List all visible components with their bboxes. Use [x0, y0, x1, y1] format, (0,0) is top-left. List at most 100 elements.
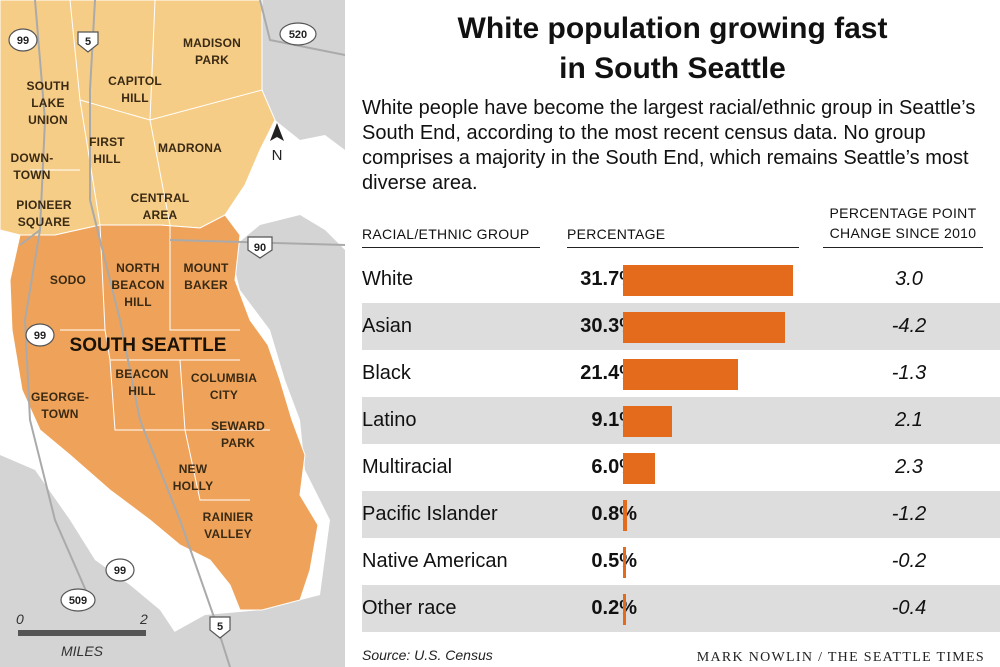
percentage-label: 0.5% — [591, 550, 637, 572]
neighborhood-capitol-hill-line: CAPITOL — [108, 74, 162, 88]
neighborhood-madison-park-line: PARK — [195, 53, 229, 67]
table-row: Multiracial 6.0% 2.3 — [362, 444, 1000, 491]
neighborhood-north-beacon-hill-line: BEACON — [111, 278, 164, 292]
percentage-label: 21.4% — [580, 362, 637, 384]
change-label: -1.3 — [891, 362, 927, 384]
neighborhood-mount-baker-line: MOUNT — [184, 261, 229, 275]
percentage-bar — [623, 547, 626, 578]
table-row: Other race 0.2% -0.4 — [362, 585, 1000, 632]
neighborhood-beacon-hill-line: HILL — [128, 384, 155, 398]
south-seattle-label: SOUTH SEATTLE — [70, 335, 227, 356]
neighborhood-madrona-line: MADRONA — [158, 141, 222, 155]
neighborhood-mount-baker-line: BAKER — [184, 278, 228, 292]
neighborhood-capitol-hill-line: HILL — [121, 91, 148, 105]
header-change-line-1: PERCENTAGE POINT — [829, 205, 977, 221]
neighborhood-central-area-line: CENTRAL — [131, 191, 190, 205]
percentage-bar — [623, 312, 786, 343]
scale-end-label: 2 — [139, 611, 148, 627]
percentage-label: 0.2% — [591, 597, 637, 619]
neighborhood-rainier-valley-line: VALLEY — [204, 527, 252, 541]
change-label: -4.2 — [891, 315, 927, 337]
percentage-bar — [623, 453, 656, 484]
neighborhood-pioneer-square: PIONEER SQUARE — [16, 198, 72, 229]
change-label: 2.1 — [895, 409, 923, 431]
table-row: White 31.7% 3.0 — [362, 256, 1000, 303]
scale-unit-label: MILES — [61, 643, 104, 659]
table-row: Native American 0.5% -0.2 — [362, 538, 1000, 585]
group-label: Latino — [362, 409, 417, 431]
neighborhood-columbia-city-line: CITY — [210, 388, 238, 402]
hwy-99-north-shield: 99 — [8, 28, 38, 52]
neighborhood-south-lake-union: SOUTH LAKE UNION — [27, 79, 70, 127]
percentage-bar — [623, 265, 793, 296]
neighborhood-beacon-hill-line: BEACON — [115, 367, 168, 381]
hwy-99-mid-label: 99 — [34, 330, 46, 342]
hwy-99-north-label: 99 — [17, 35, 29, 47]
hwy-99-south-label: 99 — [114, 565, 126, 577]
neighborhood-sodo: SODO — [50, 273, 86, 287]
neighborhood-madison-park: MADISON PARK — [183, 36, 241, 67]
neighborhood-mount-baker: MOUNT BAKER — [184, 261, 229, 292]
neighborhood-pioneer-square-line: PIONEER — [16, 198, 72, 212]
i90-label: 90 — [254, 242, 266, 254]
scale-start-label: 0 — [16, 611, 24, 627]
table-row: Latino 9.1% 2.1 — [362, 397, 1000, 444]
neighborhood-rainier-valley-line: RAINIER — [203, 510, 254, 524]
neighborhood-downtown-line: DOWN- — [11, 151, 54, 165]
neighborhood-columbia-city-line: COLUMBIA — [191, 371, 257, 385]
percentage-bar — [623, 359, 738, 390]
neighborhood-downtown: DOWN- TOWN — [11, 151, 54, 182]
header-rule-change — [823, 247, 983, 248]
source-note: Source: U.S. Census — [362, 647, 493, 663]
north-arrow-label: N — [272, 147, 283, 164]
table-row: Black 21.4% -1.3 — [362, 350, 1000, 397]
header-change-line-2: CHANGE SINCE 2010 — [829, 225, 977, 241]
sr509-label: 509 — [69, 595, 87, 607]
header-group: RACIAL/ETHNIC GROUP — [362, 226, 530, 242]
north-arrow-icon: N — [270, 123, 284, 164]
group-label: Multiracial — [362, 456, 453, 478]
group-label: Other race — [362, 597, 457, 619]
hwy-99-mid-shield: 99 — [25, 323, 55, 347]
hwy-99-south-shield: 99 — [105, 558, 135, 582]
south-seattle-area — [9, 214, 319, 611]
neighborhood-seward-park-line: SEWARD — [211, 419, 265, 433]
intro-text: White people have become the largest rac… — [362, 97, 976, 194]
header-percentage: PERCENTAGE — [567, 226, 666, 242]
credit-line: MARK NOWLIN / THE SEATTLE TIMES — [696, 650, 985, 665]
neighborhood-pioneer-square-line: SQUARE — [18, 215, 71, 229]
change-label: -0.4 — [891, 597, 927, 619]
change-label: -1.2 — [891, 503, 927, 525]
change-label: 2.3 — [895, 456, 923, 478]
neighborhood-madrona: MADRONA — [158, 141, 222, 155]
chart-title-line-2: in South Seattle — [559, 52, 786, 85]
neighborhood-north-beacon-hill-line: NORTH — [116, 261, 160, 275]
percentage-label: 0.8% — [591, 503, 637, 525]
neighborhood-new-holly-line: HOLLY — [173, 479, 214, 493]
neighborhood-georgetown-line: GEORGE- — [31, 390, 89, 404]
neighborhood-south-lake-union-line: SOUTH — [27, 79, 70, 93]
neighborhood-first-hill-line: HILL — [93, 152, 120, 166]
chart-title-line-1: White population growing fast — [457, 12, 888, 45]
change-label: -0.2 — [891, 550, 927, 572]
neighborhood-georgetown: GEORGE- TOWN — [31, 390, 89, 421]
header-rule-percentage — [567, 247, 799, 248]
percentage-bar — [623, 594, 626, 625]
map-island — [300, 245, 345, 340]
neighborhood-north-beacon-hill: NORTH BEACON HILL — [111, 261, 164, 309]
neighborhood-boundaries — [30, 0, 270, 501]
group-label: White — [362, 268, 414, 290]
map-land-south — [0, 455, 180, 667]
i90-shield: 90 — [247, 236, 273, 259]
neighborhood-sodo-line: SODO — [50, 273, 86, 287]
percentage-label: 31.7% — [580, 268, 637, 290]
sr509-shield: 509 — [60, 588, 96, 612]
neighborhood-central-area-line: AREA — [143, 208, 178, 222]
neighborhood-seward-park-line: PARK — [221, 436, 255, 450]
neighborhood-first-hill: FIRST HILL — [89, 135, 125, 166]
map-land-east — [150, 0, 345, 667]
chart-panel: White population growing fast in South S… — [345, 0, 1000, 667]
neighborhood-seward-park: SEWARD PARK — [211, 419, 265, 450]
neighborhood-labels: MADISON PARK CAPITOL HILL SOUTH LAKE UNION FIRS… — [11, 36, 265, 541]
neighborhood-south-lake-union-line: LAKE — [31, 96, 64, 110]
